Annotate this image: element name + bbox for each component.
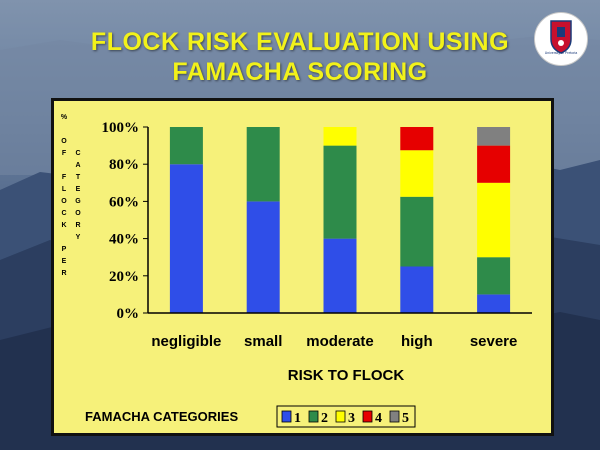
bar-segment-high-cat4 (400, 127, 434, 151)
bar-segment-severe-cat2 (477, 257, 511, 295)
y-axis-label-letter: Y (75, 234, 81, 241)
x-tick-label: moderate (306, 333, 374, 350)
bar-segment-high-cat3 (400, 150, 434, 197)
bar-segment-high-cat1 (400, 266, 434, 313)
y-axis-label-column-1: % O F F L O C K P E R (59, 112, 69, 280)
y-tick-label: 60% (109, 194, 139, 210)
y-axis-label-letter: C (75, 150, 81, 157)
bar-segment-severe-cat3 (477, 182, 511, 258)
logo-caption: University of Pretoria (544, 51, 578, 55)
bar-segment-negligible-cat1 (169, 164, 203, 313)
bar-segment-moderate-cat2 (323, 145, 357, 239)
legend-swatch-cat5 (389, 410, 400, 423)
y-axis-label-letter: O (75, 210, 81, 217)
slide-title-line-2: FAMACHA SCORING (172, 58, 428, 86)
y-axis-label-letter: E (75, 186, 81, 193)
y-axis-label-letter: P (61, 246, 67, 253)
legend-swatch-cat1 (281, 410, 292, 423)
y-axis-label-letter: O (61, 138, 67, 145)
bar-segment-severe-cat1 (477, 294, 511, 313)
y-axis-label-letter: A (75, 162, 81, 169)
x-tick-label: high (401, 333, 433, 350)
y-axis-label-letter: O (61, 198, 67, 205)
y-tick-label: 80% (109, 157, 139, 173)
y-tick-label: 0% (117, 306, 140, 322)
bar-segment-small-cat2 (246, 127, 280, 202)
y-axis-label-letter: % (60, 114, 68, 121)
legend-title: FAMACHA CATEGORIES (85, 409, 238, 424)
legend-label: 1 (294, 411, 301, 426)
y-axis-label-letter: G (75, 198, 81, 205)
x-axis-title: RISK TO FLOCK (288, 367, 405, 384)
legend-swatch-cat2 (308, 410, 319, 423)
y-tick-label: 20% (109, 269, 139, 285)
legend-label: 4 (375, 411, 382, 426)
slide-title-line-1: FLOCK RISK EVALUATION USING (90, 28, 510, 56)
legend-label: 3 (348, 411, 355, 426)
y-tick-label: 100% (102, 120, 140, 136)
y-tick-label: 40% (109, 232, 139, 248)
x-tick-label: severe (470, 333, 518, 350)
bar-segment-small-cat1 (246, 201, 280, 313)
y-axis-label-letter: R (75, 222, 81, 229)
legend-label: 5 (402, 411, 409, 426)
bar-segment-moderate-cat3 (323, 127, 357, 146)
y-axis-label-letter: T (75, 174, 81, 181)
y-axis-label-letter: F (61, 174, 67, 181)
bar-segment-high-cat2 (400, 196, 434, 267)
x-tick-label: small (244, 333, 282, 350)
legend-label: 2 (321, 411, 328, 426)
x-tick-label: negligible (151, 333, 221, 350)
bar-segment-severe-cat4 (477, 145, 511, 183)
legend-swatch-cat4 (362, 410, 373, 423)
legend-box (276, 405, 416, 428)
bar-segment-severe-cat5 (477, 127, 511, 146)
university-logo: University of Pretoria (534, 12, 588, 66)
bar-segment-moderate-cat1 (323, 238, 357, 313)
y-axis-label-letter: C (61, 210, 67, 217)
y-axis-label-letter: L (61, 186, 67, 193)
crest-icon (550, 20, 572, 54)
legend-swatch-cat3 (335, 410, 346, 423)
y-axis-label-letter: F (61, 150, 67, 157)
y-axis-label-letter: R (61, 270, 67, 277)
y-axis-label-letter: E (61, 258, 67, 265)
bar-segment-negligible-cat2 (169, 127, 203, 165)
chart-panel (51, 98, 554, 436)
y-axis-label-letter: K (61, 222, 67, 229)
